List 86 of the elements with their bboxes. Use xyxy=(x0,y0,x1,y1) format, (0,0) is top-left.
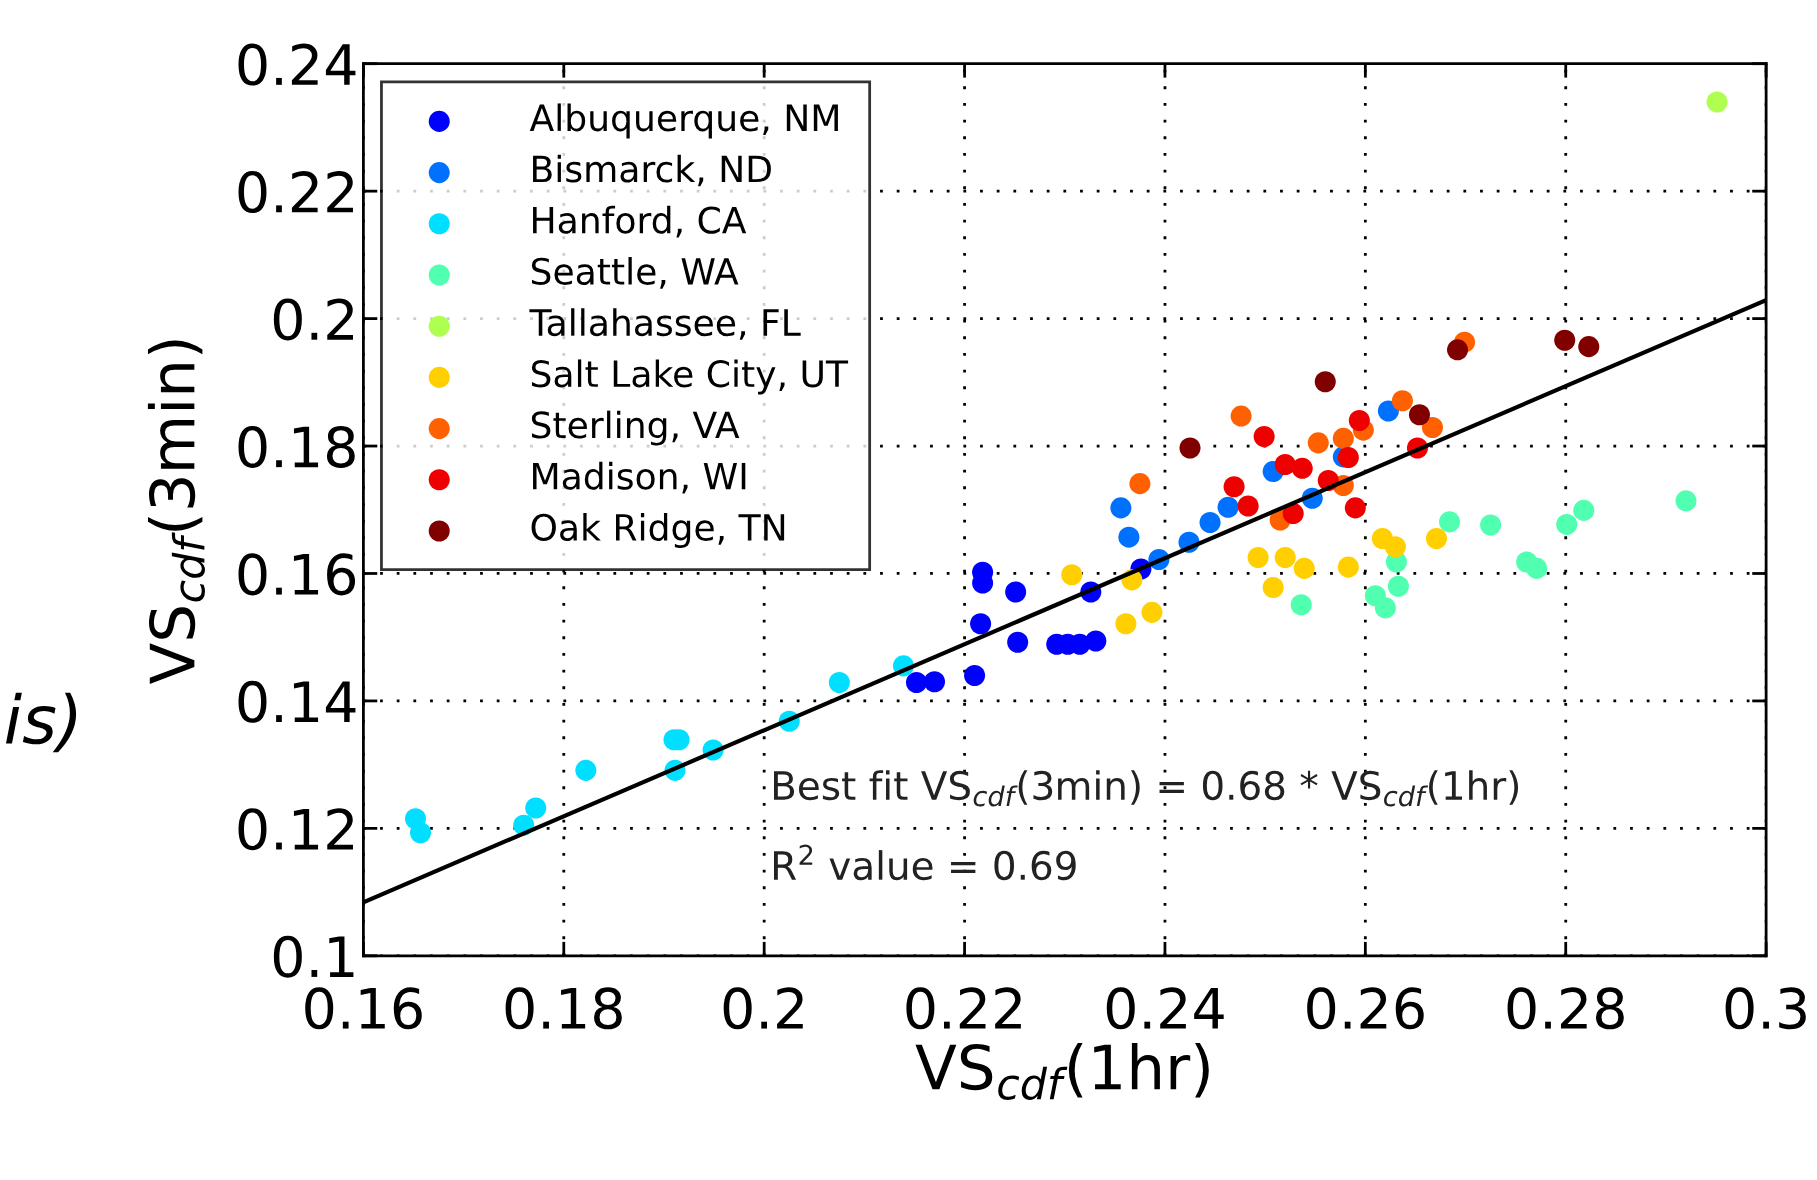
x-tick-label: 0.16 xyxy=(305,987,422,1030)
point xyxy=(1556,513,1578,535)
point xyxy=(828,671,850,693)
point xyxy=(1578,336,1600,358)
point xyxy=(1118,526,1140,548)
legend-label: Albuquerque, NM xyxy=(529,103,838,139)
point xyxy=(1348,410,1370,432)
point xyxy=(1391,390,1413,412)
point xyxy=(1526,557,1548,579)
point xyxy=(1291,457,1313,479)
point xyxy=(1337,556,1359,578)
y-tick-label: 0.1 xyxy=(273,935,354,978)
x-tick-label: 0.3 xyxy=(1725,987,1806,1030)
point xyxy=(1007,631,1029,653)
point xyxy=(575,759,597,781)
annotation: R$^{2}$ value = 0.69 xyxy=(774,844,1076,881)
y-tick-label: 0.12 xyxy=(238,808,353,851)
y-tick-label: 0.22 xyxy=(238,171,353,214)
point xyxy=(1230,405,1252,427)
legend-label: Seattle, WA xyxy=(531,257,739,289)
point xyxy=(1438,511,1461,533)
point xyxy=(1085,630,1107,652)
point xyxy=(1110,497,1132,519)
legend-label: Tallahassee, FL xyxy=(529,308,801,340)
point xyxy=(1408,404,1430,426)
legend-label: Salt Lake City, UT xyxy=(531,359,849,395)
legend-label: Sterling, VA xyxy=(531,410,740,446)
point xyxy=(1274,547,1296,569)
point xyxy=(1274,453,1296,476)
point xyxy=(905,671,928,693)
point xyxy=(1290,594,1312,616)
x-tick-label: 0.24 xyxy=(1106,987,1224,1030)
x-tick-label: 0.18 xyxy=(505,987,622,1030)
y-tick-label: 0.24 xyxy=(238,43,356,86)
x-axis-title: VS$_{cdf}$(1hr) xyxy=(915,1042,1209,1100)
point xyxy=(1425,527,1448,549)
point xyxy=(1573,499,1595,521)
point xyxy=(1247,547,1269,569)
point xyxy=(1262,576,1284,599)
legend-label: Madison, WI xyxy=(533,461,746,494)
point xyxy=(1253,425,1275,448)
point xyxy=(1384,536,1406,558)
point xyxy=(1115,613,1137,635)
point xyxy=(1199,511,1221,534)
point xyxy=(1374,597,1396,619)
point xyxy=(1282,503,1304,525)
point xyxy=(525,797,547,819)
point xyxy=(1480,514,1502,536)
point xyxy=(1005,581,1027,603)
point xyxy=(1447,339,1469,361)
point xyxy=(923,671,946,693)
text: is) xyxy=(5,692,77,753)
point xyxy=(1675,490,1697,512)
point xyxy=(1129,473,1151,495)
point xyxy=(1061,564,1083,586)
point xyxy=(1554,329,1576,351)
legend-label: Bismarck, ND xyxy=(533,154,771,187)
annotation: Best fit VS$_{cdf}$(3min) = 0.68 * VS$_{cdf}$(1hr) xyxy=(774,770,1519,807)
point xyxy=(1706,91,1728,113)
point xyxy=(970,613,992,635)
legend-label: Oak Ridge, TN xyxy=(531,513,785,548)
point xyxy=(1314,371,1336,393)
x-tick-label: 0.26 xyxy=(1307,987,1424,1030)
point xyxy=(1337,446,1359,469)
point xyxy=(1237,495,1259,517)
y-tick-label: 0.18 xyxy=(238,425,355,468)
y-axis-title: VS$_{cdf}$(3min) xyxy=(147,340,205,685)
y-tick-label: 0.16 xyxy=(238,553,356,596)
point xyxy=(1307,432,1329,454)
point xyxy=(409,822,432,844)
x-tick-label: 0.28 xyxy=(1507,987,1624,1030)
point xyxy=(1141,601,1163,623)
point xyxy=(1332,427,1354,449)
x-tick-label: 0.22 xyxy=(906,987,1021,1030)
point xyxy=(1217,496,1239,518)
point xyxy=(1344,497,1366,519)
y-tick-label: 0.2 xyxy=(273,298,353,341)
point xyxy=(1179,437,1201,459)
point xyxy=(964,664,986,686)
point xyxy=(1223,476,1245,498)
point xyxy=(1421,417,1443,439)
legend-label: Hanford, CA xyxy=(533,205,747,238)
point xyxy=(1387,575,1409,597)
y-tick-label: 0.14 xyxy=(238,680,356,723)
x-tick-label: 0.2 xyxy=(723,987,803,1030)
point xyxy=(1293,557,1315,579)
